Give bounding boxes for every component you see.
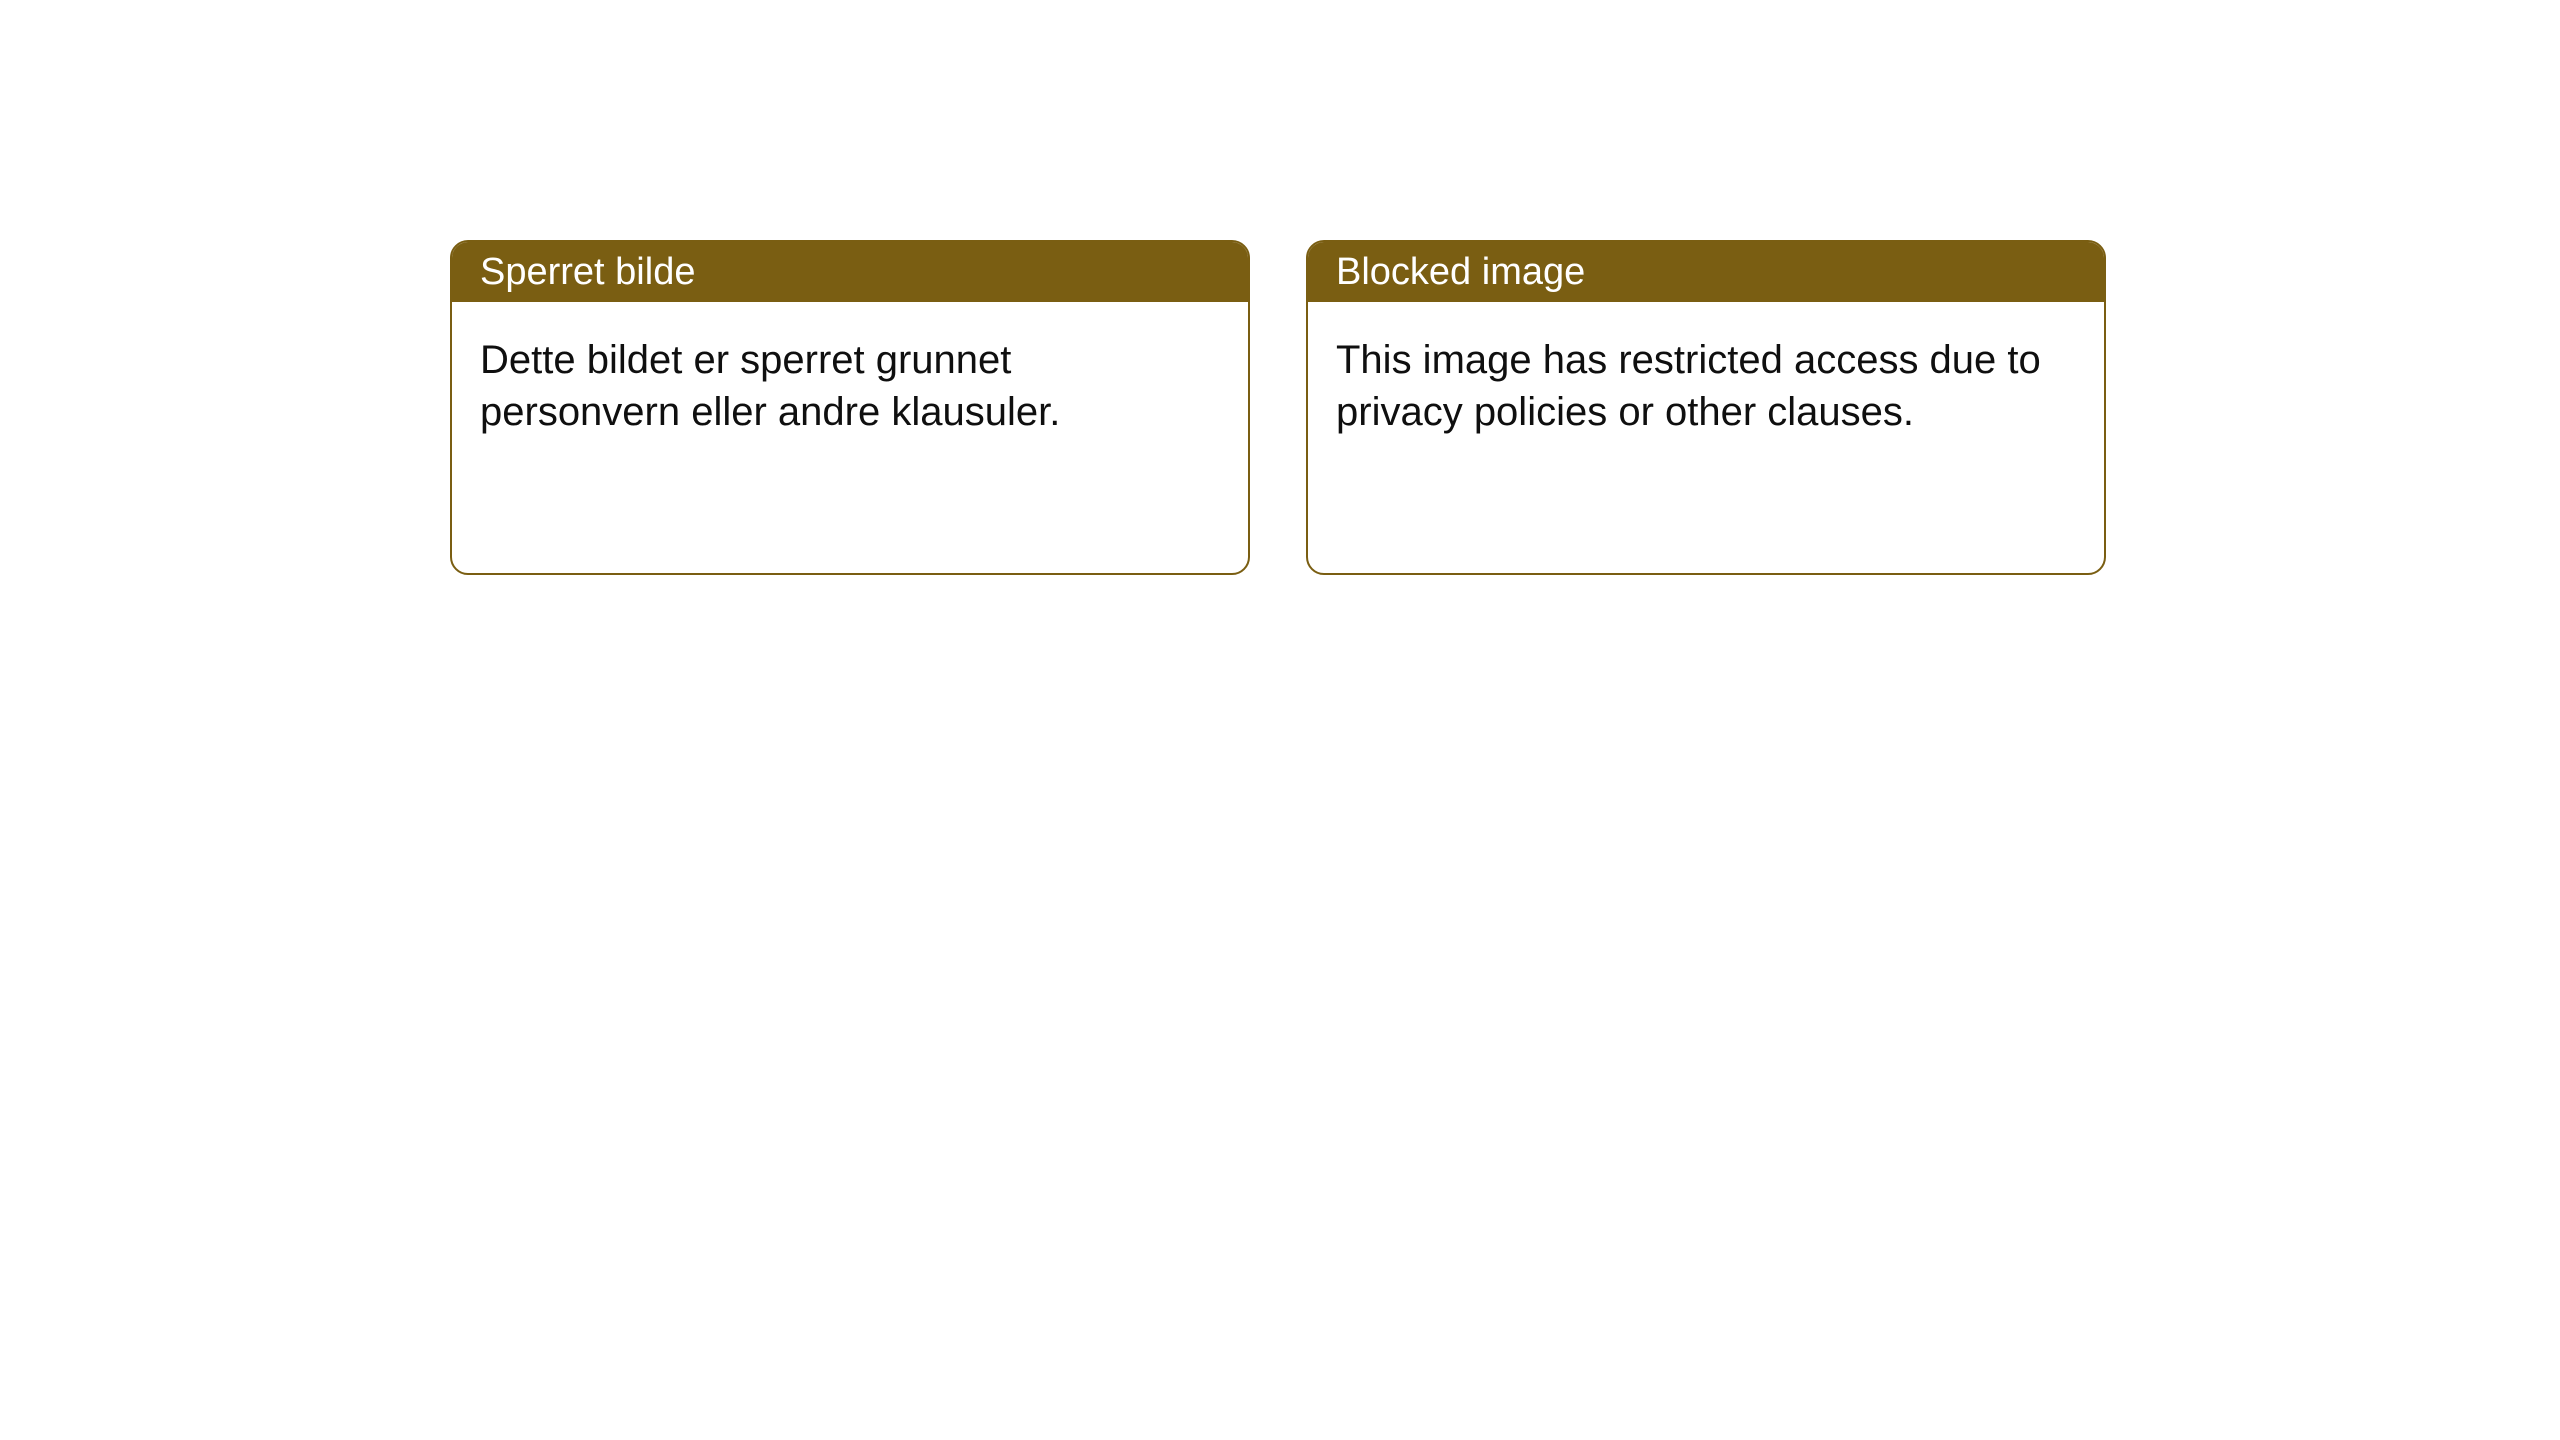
notice-body-norwegian: Dette bildet er sperret grunnet personve… xyxy=(452,302,1248,470)
notice-card-english: Blocked image This image has restricted … xyxy=(1306,240,2106,575)
notice-body-english: This image has restricted access due to … xyxy=(1308,302,2104,470)
notice-text-english: This image has restricted access due to … xyxy=(1336,338,2041,434)
notice-card-norwegian: Sperret bilde Dette bildet er sperret gr… xyxy=(450,240,1250,575)
notice-container: Sperret bilde Dette bildet er sperret gr… xyxy=(0,0,2560,575)
notice-text-norwegian: Dette bildet er sperret grunnet personve… xyxy=(480,338,1060,434)
notice-header-norwegian: Sperret bilde xyxy=(452,242,1248,302)
notice-header-english: Blocked image xyxy=(1308,242,2104,302)
notice-title-english: Blocked image xyxy=(1336,251,1585,294)
notice-title-norwegian: Sperret bilde xyxy=(480,251,695,294)
